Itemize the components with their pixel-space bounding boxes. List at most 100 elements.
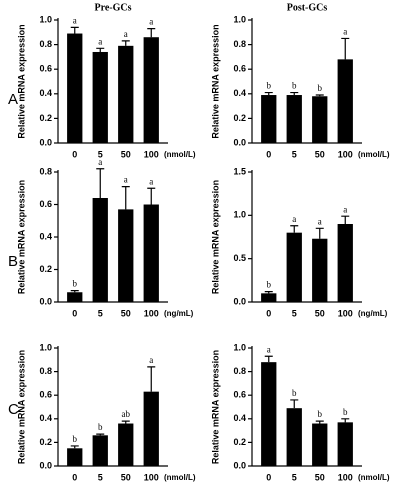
error-bar bbox=[96, 47, 105, 52]
bar bbox=[118, 423, 134, 466]
y-tick-label: 0.6 bbox=[39, 199, 52, 209]
bar bbox=[118, 45, 134, 143]
bar bbox=[67, 292, 83, 302]
error-bar bbox=[315, 94, 324, 97]
y-tick-label: 1.0 bbox=[233, 210, 246, 220]
y-tick-label: 0.6 bbox=[39, 64, 52, 74]
significance-letter: a bbox=[149, 355, 153, 365]
y-tick-label: 0.0 bbox=[39, 296, 52, 306]
significance-letter: b bbox=[98, 422, 103, 432]
x-unit: (nmol/L) bbox=[358, 473, 390, 482]
significance-letter: b bbox=[343, 407, 348, 417]
bar bbox=[67, 33, 83, 143]
y-tick-label: 0.4 bbox=[39, 88, 52, 98]
y-tick-label: 0.2 bbox=[39, 437, 52, 447]
bar bbox=[261, 362, 277, 466]
bar bbox=[312, 238, 328, 302]
x-tick-label: 5 bbox=[292, 472, 297, 482]
y-tick-label: 0.8 bbox=[39, 366, 52, 376]
y-tick-label: 0.4 bbox=[233, 413, 246, 423]
y-axis-label: Relative mRNA expression bbox=[210, 180, 220, 294]
x-tick-label: 50 bbox=[315, 308, 325, 318]
bar bbox=[143, 37, 159, 143]
significance-letter: b bbox=[292, 388, 297, 398]
panel-label: A bbox=[8, 91, 18, 108]
error-bar bbox=[70, 290, 79, 293]
y-tick-label: 0.2 bbox=[233, 437, 246, 447]
error-bar bbox=[121, 186, 130, 210]
significance-letter: a bbox=[124, 175, 128, 185]
x-tick-label: 50 bbox=[315, 472, 325, 482]
y-tick-label: 0.6 bbox=[233, 390, 246, 400]
error-bar bbox=[264, 355, 273, 363]
significance-letter: b bbox=[292, 81, 297, 91]
x-tick-label: 0 bbox=[72, 149, 77, 159]
y-tick-label: 0.2 bbox=[39, 113, 52, 123]
y-tick-label: 0.6 bbox=[233, 64, 246, 74]
x-tick-label: 50 bbox=[121, 472, 131, 482]
error-bar bbox=[147, 28, 156, 38]
error-bar bbox=[70, 26, 79, 34]
y-axis-label: Relative mRNA expression bbox=[16, 24, 26, 138]
y-tick-label: 0.8 bbox=[39, 39, 52, 49]
x-tick-label: 0 bbox=[72, 472, 77, 482]
y-tick-label: 0.4 bbox=[39, 231, 52, 241]
error-bar bbox=[121, 40, 130, 46]
significance-letter: a bbox=[343, 204, 347, 214]
y-tick-label: 1.0 bbox=[39, 14, 52, 24]
y-tick-label: 0.8 bbox=[233, 366, 246, 376]
y-tick-label: 0.8 bbox=[39, 166, 52, 176]
panel-label: C bbox=[8, 401, 19, 418]
x-unit: (nmol/L) bbox=[164, 150, 196, 159]
y-tick-label: 0.0 bbox=[39, 137, 52, 147]
y-tick-label: 0.5 bbox=[233, 253, 246, 263]
significance-letter: a bbox=[149, 17, 153, 27]
x-tick-label: 50 bbox=[315, 149, 325, 159]
error-bar bbox=[147, 187, 156, 205]
y-axis-label: Relative mRNA expression bbox=[16, 180, 26, 294]
bar bbox=[143, 391, 159, 466]
bar bbox=[92, 51, 108, 144]
x-tick-label: 50 bbox=[121, 308, 131, 318]
error-bar bbox=[264, 91, 273, 96]
chart-title: Pre-GCs bbox=[94, 2, 131, 13]
y-axis-label: Relative mRNA expression bbox=[210, 350, 220, 464]
x-tick-label: 5 bbox=[292, 308, 297, 318]
significance-letter: a bbox=[267, 344, 271, 354]
x-unit: (ng/mL) bbox=[164, 309, 194, 318]
error-bar bbox=[290, 225, 299, 233]
y-tick-label: 0.8 bbox=[233, 39, 246, 49]
significance-letter: b bbox=[318, 83, 323, 93]
error-bar bbox=[341, 215, 350, 224]
y-axis-label: Relative mRNA expression bbox=[16, 350, 26, 464]
y-tick-label: 0.0 bbox=[233, 460, 246, 470]
chart-title: Post-GCs bbox=[287, 2, 328, 13]
significance-letter: a bbox=[124, 29, 128, 39]
bar bbox=[143, 204, 159, 302]
x-tick-label: 0 bbox=[266, 472, 271, 482]
x-tick-label: 0 bbox=[266, 149, 271, 159]
y-tick-label: 0.0 bbox=[39, 460, 52, 470]
y-tick-label: 0.2 bbox=[233, 113, 246, 123]
significance-letter: b bbox=[267, 81, 272, 91]
bar bbox=[286, 408, 302, 466]
bar bbox=[337, 422, 353, 466]
significance-letter: a bbox=[149, 176, 153, 186]
x-tick-label: 100 bbox=[338, 149, 353, 159]
x-tick-label: 100 bbox=[338, 472, 353, 482]
y-tick-label: 1.5 bbox=[233, 166, 246, 176]
significance-letter: a bbox=[318, 216, 322, 226]
error-bar bbox=[290, 399, 299, 409]
significance-letter: a bbox=[73, 15, 77, 25]
y-tick-label: 0.4 bbox=[39, 413, 52, 423]
y-tick-label: 1.0 bbox=[233, 342, 246, 352]
x-tick-label: 0 bbox=[266, 308, 271, 318]
y-tick-label: 1.0 bbox=[39, 342, 52, 352]
x-tick-label: 100 bbox=[144, 149, 159, 159]
significance-letter: a bbox=[98, 36, 102, 46]
error-bar bbox=[96, 433, 105, 436]
x-tick-label: 100 bbox=[338, 308, 353, 318]
bar bbox=[118, 209, 134, 302]
error-bar bbox=[290, 91, 299, 96]
